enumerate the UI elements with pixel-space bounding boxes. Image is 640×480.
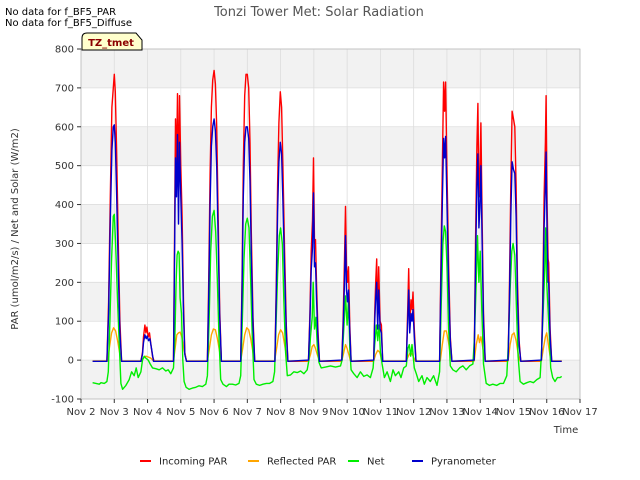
plot-frame (80, 48, 581, 400)
x-tick-label: Nov 12 (396, 407, 431, 418)
legend: Incoming PAR Reflected PAR Net Pyranometer (140, 457, 497, 468)
series-line-net (92, 209, 563, 390)
x-tick-label: Nov 17 (562, 407, 597, 418)
x-tick-label: Nov 5 (166, 407, 195, 418)
y-tick-label: 100 (55, 317, 74, 328)
y-tick-label: 800 (55, 45, 74, 56)
plot-band (81, 204, 580, 244)
x-axis-label: Time (553, 425, 578, 436)
series-line-pyranometer (92, 118, 562, 362)
x-tick-label: Nov 14 (462, 407, 497, 418)
x-tick-label: Nov 15 (496, 407, 531, 418)
legend-label-reflected-par: Reflected PAR (267, 457, 336, 468)
plot-band (81, 49, 580, 88)
x-tick-label: Nov 9 (299, 407, 328, 418)
x-tick-label: Nov 4 (133, 407, 162, 418)
x-tick-label: Nov 2 (66, 407, 95, 418)
x-tick-label: Nov 8 (266, 407, 295, 418)
x-tick-label: Nov 7 (233, 407, 262, 418)
legend-label-pyranometer: Pyranometer (431, 457, 497, 468)
x-tick-label: Nov 10 (329, 407, 364, 418)
x-tick-label: Nov 11 (363, 407, 398, 418)
no-data-note-diffuse: No data for f_BF5_Diffuse (5, 18, 132, 29)
y-tick-label: 600 (55, 122, 74, 133)
legend-label-incoming-par: Incoming PAR (159, 457, 228, 468)
site-label-box: TZ_tmet (81, 32, 143, 51)
y-tick-label: 0 (68, 356, 74, 367)
y-tick-label: -100 (51, 395, 74, 406)
y-tick-label: 700 (55, 83, 74, 94)
plot-band (81, 126, 580, 166)
y-axis-label: PAR (umol/m2/s) / Net and Solar (W/m2) (10, 128, 21, 330)
x-tick-label: Nov 16 (529, 407, 564, 418)
x-tick-label: Nov 6 (200, 407, 229, 418)
y-tick-label: 500 (55, 161, 74, 172)
plot-band (81, 282, 580, 322)
chart-title: Tonzi Tower Met: Solar Radiation (213, 5, 424, 20)
x-tick-label: Nov 13 (429, 407, 464, 418)
y-tick-label: 400 (55, 200, 74, 211)
x-tick-label: Nov 3 (100, 407, 129, 418)
legend-label-net: Net (367, 457, 385, 468)
y-tick-label: 300 (55, 239, 74, 250)
y-tick-label: 200 (55, 278, 74, 289)
site-label: TZ_tmet (88, 38, 134, 49)
no-data-note-par: No data for f_BF5_PAR (5, 7, 117, 18)
